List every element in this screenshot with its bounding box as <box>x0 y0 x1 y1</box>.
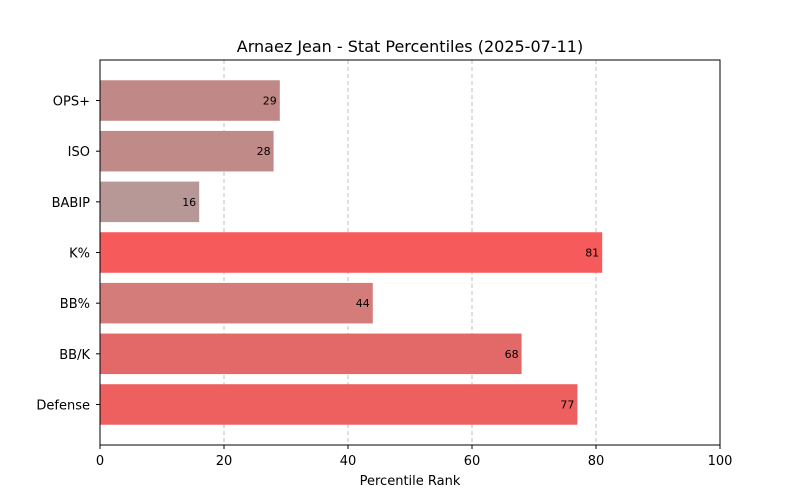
y-tick-label: OPS+ <box>53 95 90 110</box>
bar-defense <box>100 384 578 425</box>
x-tick-label: 40 <box>340 454 357 469</box>
bar-iso <box>100 130 274 172</box>
data-label: 81 <box>585 247 599 260</box>
data-label: 77 <box>560 398 574 411</box>
data-label: 68 <box>505 348 519 361</box>
data-label: 28 <box>257 145 271 158</box>
bars-group: 29 28 16 81 44 68 77 <box>100 80 603 425</box>
x-tick-label: 60 <box>464 454 481 469</box>
data-label: 16 <box>182 196 196 209</box>
y-tick-label: BB% <box>60 297 90 312</box>
y-axis-ticks: OPS+ ISO BABIP K% BB% BB/K Defense <box>36 95 100 413</box>
y-tick-label: BABIP <box>52 196 91 211</box>
x-axis-title: Percentile Rank <box>360 474 461 489</box>
bar-bb-k <box>100 333 522 375</box>
y-tick-label: BB/K <box>59 348 90 363</box>
bar-k- <box>100 232 603 273</box>
x-tick-label: 20 <box>216 454 233 469</box>
bar-ops- <box>100 80 280 121</box>
bar-bb- <box>100 282 373 324</box>
x-tick-label: 100 <box>708 454 733 469</box>
y-tick-label: ISO <box>68 145 90 160</box>
x-tick-label: 80 <box>588 454 605 469</box>
bar-babip <box>100 181 200 223</box>
y-tick-label: Defense <box>36 398 90 413</box>
data-label: 44 <box>356 297 370 310</box>
chart-title: Arnaez Jean - Stat Percentiles (2025-07-… <box>237 37 583 56</box>
x-axis-ticks: 0 20 40 60 80 100 <box>96 445 733 469</box>
x-tick-label: 0 <box>96 454 104 469</box>
y-tick-label: K% <box>69 247 90 262</box>
data-label: 29 <box>263 95 277 108</box>
